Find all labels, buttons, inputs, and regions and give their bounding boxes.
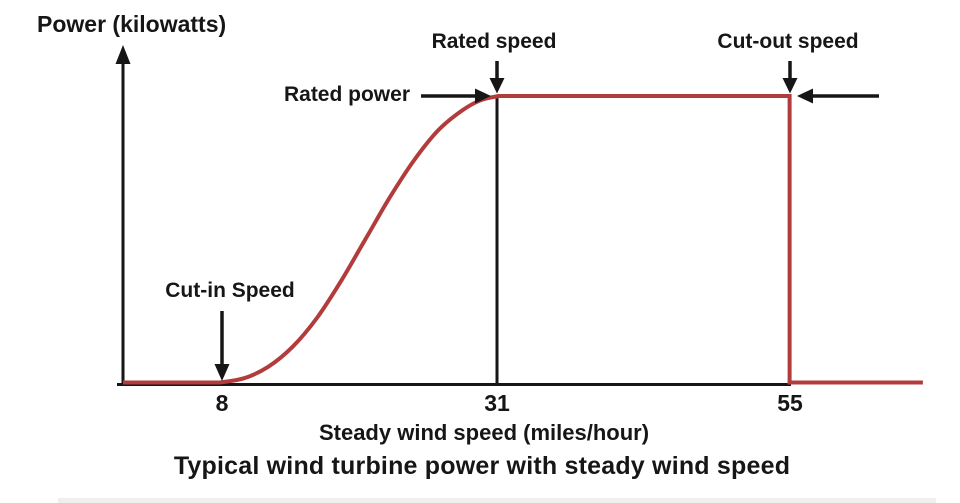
cut-out-speed-arrowhead-icon [782, 78, 798, 94]
cut-out-speed-label: Cut-out speed [717, 30, 859, 53]
y-axis-label: Power (kilowatts) [37, 11, 227, 37]
y-axis-arrowhead-icon [115, 45, 131, 64]
cut-in-speed-arrowhead-icon [214, 364, 230, 381]
bottom-divider-strip [58, 498, 936, 503]
rated-power-arrowhead-icon [475, 88, 491, 104]
cut-in-speed-label: Cut-in Speed [165, 279, 295, 302]
x-tick-rated: 31 [484, 390, 510, 416]
rated-speed-label: Rated speed [431, 30, 557, 53]
x-tick-cut-in: 8 [215, 390, 229, 416]
x-tick-cut-out: 55 [777, 390, 803, 416]
rated-power-label: Rated power [283, 83, 410, 106]
x-axis-label: Steady wind speed (miles/hour) [318, 420, 650, 445]
cut-out-left-arrowhead-icon [797, 88, 813, 104]
chart-title: Typical wind turbine power with steady w… [173, 452, 791, 480]
rated-speed-arrowhead-icon [489, 78, 505, 94]
power-curve [123, 94, 923, 385]
